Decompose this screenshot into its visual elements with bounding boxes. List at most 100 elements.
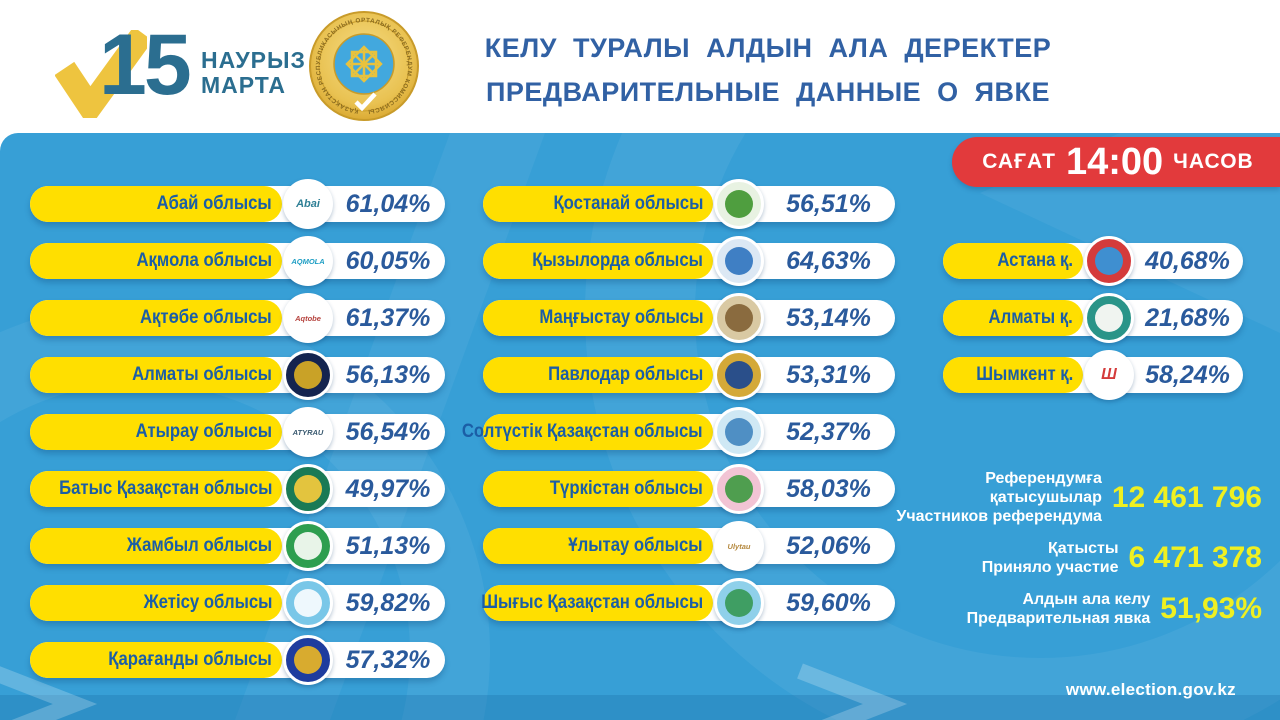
logo-word-kk: НАУРЫЗ [201, 47, 306, 73]
region-row: Қарағанды облысы 57,32% [30, 635, 445, 685]
stat-took-part-value: 6 471 378 [1128, 541, 1262, 574]
logo-word-ru: МАРТА [201, 72, 287, 98]
region-pill: Атырау облысы [30, 414, 282, 450]
region-emblem-icon [714, 350, 764, 400]
region-label: Абай облысы [156, 193, 272, 214]
logo-words: НАУРЫЗ МАРТА [201, 48, 306, 98]
region-row: Батыс Қазақстан облысы 49,97% [30, 464, 445, 514]
region-row: Түркістан облысы 58,03% [483, 464, 895, 514]
region-row: Солтүстік Қазақстан облысы 52,37% [462, 407, 895, 457]
region-label: Ақмола облысы [136, 250, 272, 271]
region-emblem-disc [725, 361, 753, 389]
turnout-value: 52,06% [786, 532, 871, 560]
region-emblem-icon [283, 350, 333, 400]
region-emblem-icon [714, 293, 764, 343]
stat-turnout-value: 51,93% [1160, 592, 1262, 625]
region-emblem-icon [283, 578, 333, 628]
region-emblem-icon [283, 521, 333, 571]
regions-column-left: Абай облысы Abai 61,04% Ақмола облысы AQMOLA… [30, 179, 445, 699]
turnout-value: 56,54% [345, 418, 431, 446]
turnout-value: 59,82% [345, 589, 431, 617]
region-emblem-icon [714, 179, 764, 229]
turnout-value: 59,60% [786, 589, 871, 617]
region-row: Алматы облысы 56,13% [30, 350, 445, 400]
seal-icon: ҚАЗАҚСТАН РЕСПУБЛИКАСЫНЫҢ ОРТАЛЫҚ РЕФЕРЕ… [309, 11, 419, 121]
region-label: Жетісу облысы [143, 592, 272, 613]
region-emblem-glyph: Ш [1101, 366, 1117, 383]
region-pill: Қостанай облысы [483, 186, 713, 222]
data-panel: САҒАТ 14:00 ЧАСОВ Абай облысы Abai 61,04% А… [0, 133, 1280, 720]
region-row: Шығыс Қазақстан облысы 59,60% [481, 578, 895, 628]
region-row: Абай облысы Abai 61,04% [30, 179, 445, 229]
stat-took-part-labels: Қатысты Приняло участие [982, 539, 1119, 577]
region-pill: Қызылорда облысы [483, 243, 713, 279]
header: 15 НАУРЫЗ МАРТА Қ [0, 0, 1280, 133]
region-pill: Қарағанды облысы [30, 642, 282, 678]
region-label: Ақтөбе облысы [140, 307, 272, 328]
region-emblem-icon: Abai [283, 179, 333, 229]
regions-column-middle: Қостанай облысы 56,51% Қызылорда облысы 64,… [462, 179, 895, 642]
region-label: Түркістан облысы [550, 478, 703, 499]
time-badge-suffix: ЧАСОВ [1173, 150, 1254, 173]
stat-participants-labels: Референдумға қатысушылар Участников рефе… [890, 469, 1102, 526]
page-title: КЕЛУ ТУРАЛЫ АЛДЫН АЛА ДЕРЕКТЕР ПРЕДВАРИТ… [468, 26, 1068, 114]
turnout-value: 61,04% [345, 190, 431, 218]
turnout-value: 56,51% [786, 190, 871, 218]
stat-turnout: Алдын ала келу Предварительная явка 51,9… [890, 590, 1262, 628]
stat-label-ru: Приняло участие [981, 559, 1119, 576]
region-row: Павлодар облысы 53,31% [483, 350, 895, 400]
title-line-kk: КЕЛУ ТУРАЛЫ АЛДЫН АЛА ДЕРЕКТЕР [484, 33, 1052, 63]
region-row: Қызылорда облысы 64,63% [483, 236, 895, 286]
stat-label-kk: Референдумға қатысушылар [985, 470, 1102, 506]
region-pill: Алматы облысы [30, 357, 282, 393]
region-emblem-disc [294, 646, 322, 674]
region-emblem-icon [714, 407, 764, 457]
region-row: Ұлытау облысы Ulytau 52,06% [483, 521, 895, 571]
turnout-value: 52,37% [786, 418, 871, 446]
region-label: Қарағанды облысы [108, 649, 272, 670]
turnout-value: 51,13% [345, 532, 431, 560]
turnout-value: 58,03% [786, 475, 871, 503]
region-emblem-icon [714, 236, 764, 286]
cities-column-right: Астана қ. 40,68% Алматы қ. 21,68% Шымкент қ.… [943, 236, 1243, 414]
turnout-value: 61,37% [345, 304, 431, 332]
region-pill: Батыс Қазақстан облысы [30, 471, 282, 507]
region-pill: Шымкент қ. [943, 357, 1083, 393]
turnout-value: 60,05% [345, 247, 431, 275]
march-15-logo: 15 НАУРЫЗ МАРТА [55, 20, 335, 120]
turnout-value: 49,97% [345, 475, 431, 503]
stat-label-ru: Предварительная явка [966, 610, 1151, 627]
region-pill: Жамбыл облысы [30, 528, 282, 564]
region-emblem-disc [725, 589, 753, 617]
turnout-value: 58,24% [1145, 361, 1230, 389]
region-emblem-glyph: Ulytau [727, 541, 751, 551]
region-emblem-icon [1084, 293, 1134, 343]
region-emblem-disc [725, 304, 753, 332]
region-pill: Ақтөбе облысы [30, 300, 282, 336]
stat-label-kk: Алдын ала келу [1022, 591, 1151, 608]
region-pill: Солтүстік Қазақстан облысы [462, 414, 713, 450]
stat-turnout-labels: Алдын ала келу Предварительная явка [967, 590, 1151, 628]
region-emblem-icon: Ш [1084, 350, 1134, 400]
region-pill: Маңғыстау облысы [483, 300, 713, 336]
turnout-value: 40,68% [1145, 247, 1230, 275]
stat-participants: Референдумға қатысушылар Участников рефе… [890, 469, 1262, 526]
logo-number: 15 [99, 17, 192, 113]
region-label: Атырау облысы [135, 421, 272, 442]
region-emblem-disc [725, 475, 753, 503]
region-emblem-disc [294, 532, 322, 560]
region-row: Атырау облысы ATYRAU 56,54% [30, 407, 445, 457]
stat-label-kk: Қатысты [1047, 540, 1119, 557]
region-pill: Абай облысы [30, 186, 282, 222]
region-pill: Ақмола облысы [30, 243, 282, 279]
region-row: Жетісу облысы 59,82% [30, 578, 445, 628]
region-emblem-icon [1084, 236, 1134, 286]
region-row: Маңғыстау облысы 53,14% [483, 293, 895, 343]
region-label: Қостанай облысы [553, 193, 703, 214]
region-emblem-disc [294, 589, 322, 617]
region-label: Маңғыстау облысы [538, 307, 703, 328]
checkmark-icon [55, 30, 147, 118]
region-emblem-disc [294, 361, 322, 389]
summary-stats: Референдумға қатысушылар Участников рефе… [890, 469, 1262, 641]
website-url: www.election.gov.kz [1065, 680, 1236, 699]
